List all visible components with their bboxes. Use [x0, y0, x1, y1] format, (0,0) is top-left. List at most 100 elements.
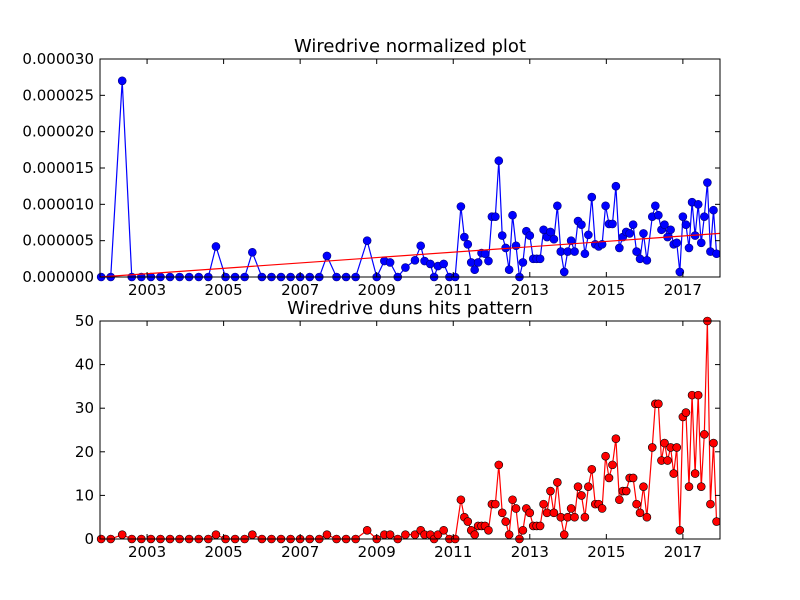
- data-point: [672, 443, 682, 452]
- data-point: [604, 473, 614, 483]
- data-point: [651, 201, 660, 211]
- data-point: [322, 530, 332, 539]
- y-tick-label: 10: [75, 486, 94, 504]
- data-point: [504, 530, 514, 539]
- data-point: [621, 486, 631, 496]
- data-point: [654, 210, 663, 220]
- data-point: [584, 230, 593, 240]
- data-point: [410, 255, 420, 265]
- data-point: [669, 469, 678, 478]
- data-point: [511, 504, 521, 513]
- data-point: [703, 178, 712, 187]
- y-tick-label: 0.000030: [22, 50, 94, 68]
- data-point: [484, 256, 493, 266]
- data-point: [660, 438, 669, 448]
- data-point: [666, 225, 675, 235]
- x-tick-label: 2017: [664, 281, 702, 299]
- data-point: [535, 521, 545, 531]
- data-point: [117, 76, 127, 86]
- data-point: [511, 241, 521, 251]
- data-point: [672, 238, 682, 248]
- data-point: [518, 525, 528, 535]
- data-point: [470, 530, 479, 539]
- data-point: [439, 259, 448, 269]
- data-point: [577, 220, 586, 229]
- data-point: [601, 201, 610, 211]
- data-point: [608, 219, 617, 229]
- data-point: [690, 469, 700, 478]
- data-point: [570, 512, 579, 522]
- data-point: [635, 508, 645, 518]
- data-point: [587, 464, 597, 474]
- data-point: [709, 438, 718, 448]
- data-point: [712, 517, 720, 526]
- data-point: [553, 201, 562, 211]
- y-tick-label: 0.000000: [22, 268, 94, 286]
- data-point: [580, 249, 590, 259]
- data-point: [654, 399, 663, 409]
- x-tick-label: 2015: [587, 281, 625, 299]
- data-point: [549, 234, 559, 244]
- data-point: [439, 525, 448, 535]
- axes-frame: [99, 320, 721, 540]
- data-point: [456, 495, 466, 505]
- data-point: [684, 243, 694, 253]
- data-point: [480, 249, 490, 259]
- data-point: [494, 460, 504, 470]
- x-tick-label: 2011: [434, 281, 472, 299]
- data-point: [681, 408, 691, 417]
- data-point: [385, 530, 395, 539]
- data-point: [639, 229, 648, 238]
- data-point: [684, 482, 694, 491]
- data-point: [647, 443, 657, 452]
- data-point: [559, 267, 569, 277]
- data-point: [484, 525, 493, 535]
- y-tick-label: 40: [75, 356, 94, 374]
- x-tick-label: 2003: [128, 543, 166, 561]
- data-point: [546, 227, 555, 237]
- data-point: [508, 210, 517, 220]
- data-point: [660, 220, 669, 229]
- x-tick-label: 2009: [358, 281, 396, 299]
- data-point: [248, 247, 257, 257]
- data-point: [501, 517, 510, 526]
- data-point: [508, 495, 517, 505]
- data-point: [470, 265, 479, 275]
- data-point: [535, 254, 545, 264]
- data-point: [639, 482, 648, 491]
- data-point: [693, 390, 703, 400]
- x-tick-label: 2005: [205, 281, 243, 299]
- x-tick-label: 2013: [511, 543, 549, 561]
- data-point: [580, 512, 590, 522]
- data-point: [518, 258, 528, 267]
- data-point: [696, 238, 706, 248]
- data-point: [712, 249, 720, 259]
- data-point: [632, 247, 641, 256]
- data-point: [675, 267, 685, 277]
- data-point: [625, 229, 634, 238]
- data-point: [494, 156, 504, 166]
- data-point: [587, 192, 597, 202]
- y-tick-label: 0.000020: [22, 123, 94, 141]
- data-point: [681, 220, 691, 229]
- chart-title: Wiredrive duns hits pattern: [287, 298, 533, 319]
- y-tick-label: 0.000010: [22, 195, 94, 213]
- data-point: [248, 530, 257, 539]
- x-tick-label: 2011: [434, 543, 472, 561]
- plot-area: [100, 59, 720, 277]
- data-point: [584, 482, 593, 491]
- data-point: [693, 200, 703, 209]
- data-point: [491, 499, 500, 509]
- data-point: [597, 504, 607, 513]
- data-point: [525, 508, 535, 518]
- y-tick-label: 30: [75, 399, 94, 417]
- data-point: [628, 220, 638, 229]
- trend-line: [99, 232, 720, 278]
- data-point: [362, 525, 372, 535]
- x-tick-label: 2003: [128, 281, 166, 299]
- data-point: [473, 258, 483, 267]
- plot-area: [100, 321, 720, 539]
- data-point: [632, 499, 641, 509]
- x-tick-label: 2013: [511, 281, 549, 299]
